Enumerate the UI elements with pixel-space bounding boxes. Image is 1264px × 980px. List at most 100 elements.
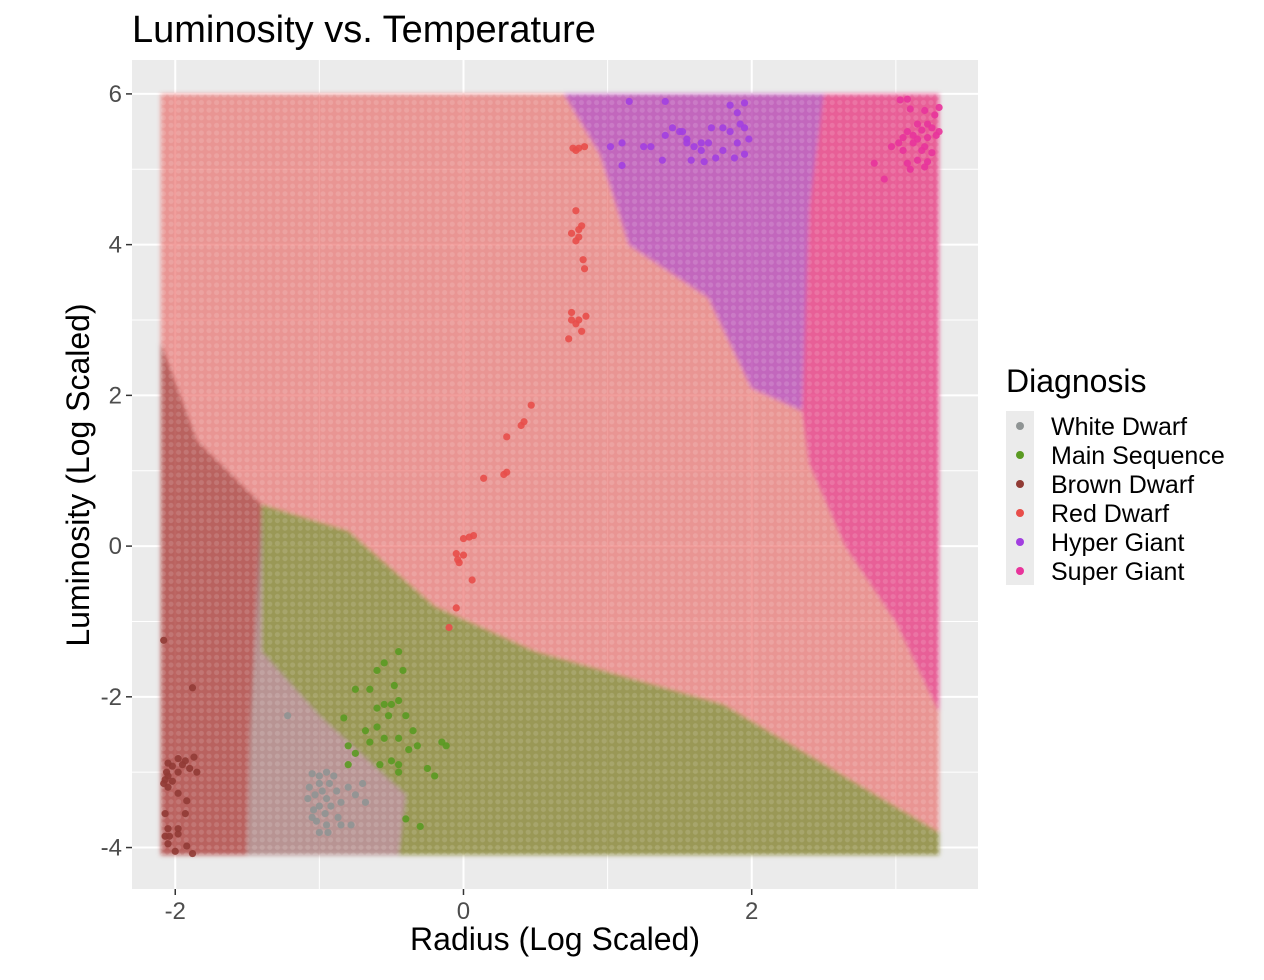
point-red-dwarf — [480, 474, 488, 482]
point-super-giant — [928, 124, 936, 132]
y-tick-label: 2 — [109, 382, 122, 409]
legend-label-white-dwarf: White Dwarf — [1051, 413, 1187, 441]
point-main-sequence — [413, 742, 421, 750]
axis-ticks: -2 0 2 -4 -2 0 2 4 6 — [101, 81, 759, 925]
point-brown-dwarf — [164, 840, 172, 848]
point-super-giant — [906, 105, 914, 113]
point-white-dwarf — [325, 779, 334, 788]
point-main-sequence — [431, 772, 439, 780]
point-red-dwarf — [455, 559, 463, 567]
point-main-sequence — [351, 749, 359, 757]
point-hyper-giant — [719, 146, 727, 155]
point-main-sequence — [373, 666, 381, 675]
legend-key-main-sequence — [1016, 451, 1024, 459]
point-super-giant — [903, 159, 911, 167]
point-red-dwarf — [567, 316, 576, 324]
point-red-dwarf — [445, 623, 453, 632]
point-super-giant — [909, 139, 917, 147]
point-white-dwarf — [334, 813, 342, 822]
point-hyper-giant — [625, 97, 633, 106]
point-red-dwarf — [567, 308, 576, 317]
legend-key-red-dwarf — [1016, 509, 1024, 517]
point-main-sequence — [380, 659, 388, 667]
point-white-dwarf — [284, 712, 292, 720]
point-white-dwarf — [324, 828, 332, 837]
legend-key-white-dwarf — [1016, 422, 1024, 430]
legend-key-hyper-giant — [1016, 538, 1024, 546]
point-main-sequence — [373, 704, 381, 712]
point-main-sequence — [409, 727, 417, 735]
point-hyper-giant — [712, 154, 720, 162]
point-main-sequence — [395, 734, 403, 742]
point-hyper-giant — [687, 156, 695, 164]
y-axis-title: Luminosity (Log Scaled) — [60, 303, 96, 646]
chart-title: Luminosity vs. Temperature — [132, 9, 596, 51]
point-red-dwarf — [578, 327, 586, 335]
point-super-giant — [928, 149, 936, 157]
point-super-giant — [935, 103, 943, 112]
point-white-dwarf — [315, 772, 323, 780]
y-tick-label: 4 — [109, 232, 122, 259]
point-main-sequence — [395, 768, 403, 776]
point-super-giant — [887, 143, 896, 151]
point-white-dwarf — [358, 779, 367, 788]
point-hyper-giant — [697, 146, 705, 155]
point-red-dwarf — [572, 237, 580, 245]
point-brown-dwarf — [168, 762, 176, 770]
point-brown-dwarf — [174, 789, 182, 797]
legend-key-super-giant — [1016, 567, 1024, 575]
point-hyper-giant — [733, 139, 741, 147]
point-red-dwarf — [580, 265, 589, 273]
point-main-sequence — [340, 714, 348, 722]
point-white-dwarf — [361, 798, 370, 806]
point-brown-dwarf — [174, 768, 182, 776]
point-main-sequence — [399, 666, 407, 675]
point-main-sequence — [366, 738, 374, 746]
point-hyper-giant — [640, 143, 648, 151]
point-red-dwarf — [569, 144, 577, 152]
point-super-giant — [918, 126, 926, 134]
point-super-giant — [935, 127, 943, 136]
point-brown-dwarf — [174, 825, 182, 833]
point-main-sequence — [387, 700, 396, 708]
point-white-dwarf — [308, 770, 316, 778]
point-super-giant — [870, 159, 878, 167]
point-red-dwarf — [459, 551, 468, 559]
point-super-giant — [903, 95, 911, 103]
point-hyper-giant — [697, 139, 705, 147]
point-red-dwarf — [575, 316, 583, 324]
point-hyper-giant — [707, 124, 715, 132]
point-brown-dwarf — [174, 755, 182, 763]
point-red-dwarf — [469, 531, 478, 540]
point-red-dwarf — [520, 418, 528, 426]
point-main-sequence — [384, 712, 393, 720]
legend-label-hyper-giant: Hyper Giant — [1051, 529, 1184, 557]
x-tick-label: -2 — [165, 898, 186, 925]
point-white-dwarf — [322, 794, 331, 803]
point-main-sequence — [395, 696, 403, 705]
point-main-sequence — [442, 742, 450, 750]
point-red-dwarf — [567, 229, 576, 237]
point-hyper-giant — [676, 127, 684, 136]
x-tick-label: 0 — [457, 898, 470, 925]
legend-label-main-sequence: Main Sequence — [1051, 442, 1225, 470]
point-main-sequence — [380, 700, 388, 708]
point-red-dwarf — [578, 222, 586, 230]
region-grid-texture — [160, 93, 940, 856]
point-brown-dwarf — [188, 849, 197, 858]
legend-title: Diagnosis — [1006, 363, 1147, 399]
point-red-dwarf — [452, 604, 460, 612]
point-brown-dwarf — [161, 810, 169, 818]
point-white-dwarf — [322, 821, 331, 829]
point-super-giant — [931, 111, 939, 119]
point-hyper-giant — [690, 143, 698, 151]
point-white-dwarf — [309, 806, 318, 814]
point-brown-dwarf — [171, 847, 179, 855]
data-points — [160, 95, 943, 858]
legend-label-brown-dwarf: Brown Dwarf — [1051, 471, 1194, 499]
point-white-dwarf — [344, 783, 352, 791]
point-super-giant — [896, 96, 904, 104]
point-hyper-giant — [606, 143, 615, 151]
point-brown-dwarf — [193, 768, 201, 776]
